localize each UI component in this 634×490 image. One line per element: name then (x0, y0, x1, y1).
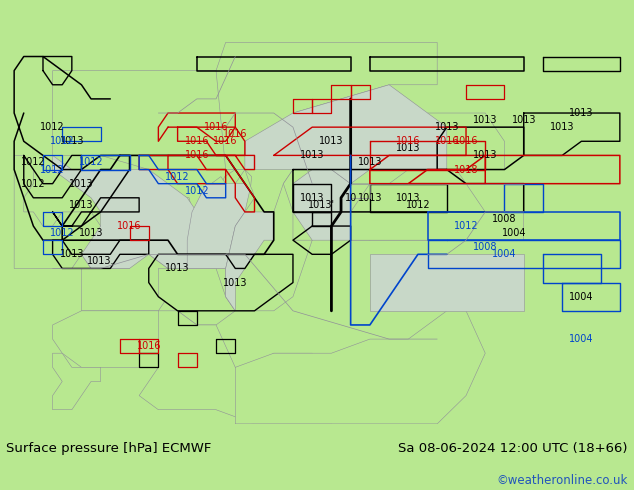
Text: 1016: 1016 (117, 221, 142, 231)
Polygon shape (216, 43, 437, 170)
Polygon shape (53, 155, 197, 269)
Text: 1013: 1013 (512, 115, 536, 125)
Text: 1016: 1016 (223, 129, 247, 139)
Polygon shape (53, 353, 101, 410)
Polygon shape (53, 311, 178, 368)
Polygon shape (351, 184, 524, 240)
Polygon shape (220, 170, 252, 187)
Polygon shape (226, 170, 370, 311)
Text: 1012: 1012 (184, 186, 209, 196)
Text: 1013: 1013 (358, 193, 382, 203)
Text: 1016: 1016 (204, 122, 228, 132)
Polygon shape (187, 184, 250, 269)
Text: 1013: 1013 (319, 136, 344, 147)
Polygon shape (14, 155, 129, 269)
Text: 1013: 1013 (300, 193, 325, 203)
Polygon shape (158, 269, 235, 325)
Text: 1012: 1012 (41, 122, 65, 132)
Polygon shape (427, 113, 505, 170)
Text: 1013: 1013 (69, 179, 94, 189)
Polygon shape (139, 311, 332, 424)
Text: 1004: 1004 (502, 228, 526, 238)
Polygon shape (53, 71, 245, 170)
Text: 1016: 1016 (396, 136, 420, 147)
Text: 1013': 1013' (308, 200, 335, 210)
Text: 1016: 1016 (434, 136, 459, 147)
Text: 1004: 1004 (569, 334, 593, 344)
Text: 1016: 1016 (454, 136, 478, 147)
Text: 1008: 1008 (492, 214, 517, 224)
Polygon shape (327, 141, 354, 150)
Polygon shape (370, 254, 524, 311)
Text: 1013: 1013 (569, 108, 593, 118)
Text: 1013: 1013 (60, 249, 84, 259)
Polygon shape (411, 134, 432, 144)
Text: 1012: 1012 (165, 172, 190, 182)
Text: 10: 10 (344, 193, 357, 203)
Text: 1012: 1012 (454, 221, 478, 231)
Polygon shape (293, 170, 351, 240)
Text: 1012: 1012 (50, 136, 75, 147)
Polygon shape (283, 170, 351, 240)
Text: 1013: 1013 (396, 144, 420, 153)
Polygon shape (235, 311, 485, 424)
Text: 1013: 1013 (473, 115, 498, 125)
Polygon shape (184, 232, 193, 256)
Text: Surface pressure [hPa] ECMWF: Surface pressure [hPa] ECMWF (6, 442, 212, 456)
Text: 1012: 1012 (50, 228, 75, 238)
Text: 1016: 1016 (136, 341, 161, 351)
Text: 1013: 1013 (165, 264, 190, 273)
Text: 1012: 1012 (21, 157, 46, 168)
Text: 1013: 1013 (300, 150, 325, 160)
Text: 1013: 1013 (79, 228, 103, 238)
Text: Sa 08-06-2024 12:00 UTC (18+66): Sa 08-06-2024 12:00 UTC (18+66) (398, 442, 628, 456)
Text: 1013: 1013 (396, 193, 420, 203)
Text: ©weatheronline.co.uk: ©weatheronline.co.uk (496, 473, 628, 487)
Polygon shape (351, 155, 466, 240)
Text: 1013: 1013 (223, 277, 247, 288)
Polygon shape (226, 212, 274, 311)
Text: 1018: 1018 (454, 165, 478, 174)
Text: 1016: 1016 (184, 136, 209, 147)
Text: 1012: 1012 (79, 157, 103, 168)
Text: 1008: 1008 (473, 242, 498, 252)
Text: 1013: 1013 (434, 122, 459, 132)
Text: 1004: 1004 (569, 292, 593, 302)
Text: 1013: 1013 (60, 136, 84, 147)
Text: 1012: 1012 (406, 200, 430, 210)
Text: 1013: 1013 (69, 200, 94, 210)
Text: 1013.: 1013. (87, 256, 114, 267)
Text: 1012: 1012 (21, 179, 46, 189)
Polygon shape (168, 170, 254, 269)
Polygon shape (245, 85, 447, 184)
Text: 1016: 1016 (214, 136, 238, 147)
Polygon shape (4, 340, 630, 424)
Polygon shape (81, 254, 168, 311)
Text: 1013: 1013 (550, 122, 574, 132)
Polygon shape (179, 196, 194, 229)
Text: 1004: 1004 (492, 249, 517, 259)
Text: 1013: 1013 (358, 157, 382, 168)
Text: 1012: 1012 (41, 165, 65, 174)
Text: 1013: 1013 (473, 150, 498, 160)
Text: 1016: 1016 (184, 150, 209, 160)
